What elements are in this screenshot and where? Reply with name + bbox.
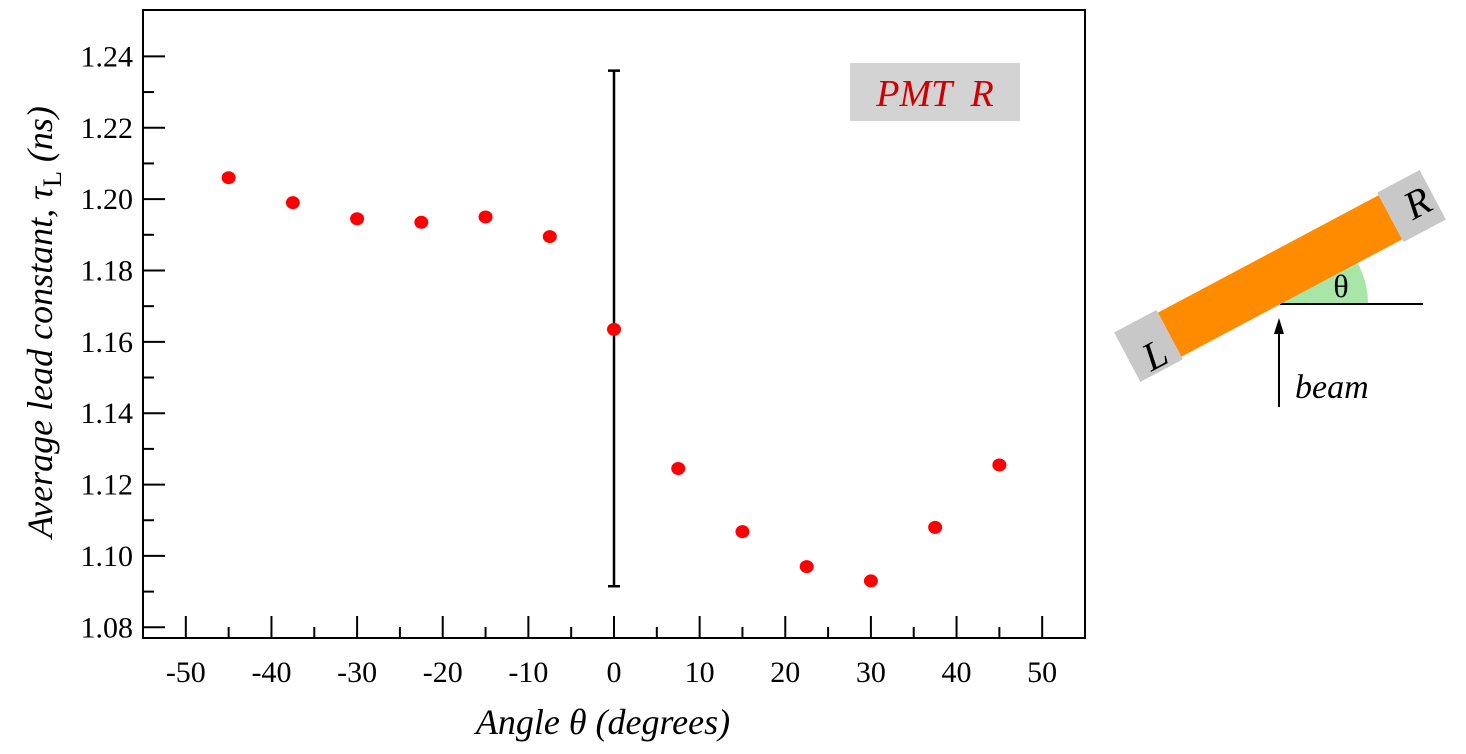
data-point <box>735 525 750 539</box>
y-tick-label: 1.20 <box>81 183 134 216</box>
legend-label: PMT R <box>875 73 994 115</box>
y-axis-tick-labels: 1.08 1.10 1.12 1.14 1.16 1.18 1.20 1.22 1.24 <box>81 40 134 644</box>
pmt-cap-right <box>1377 170 1446 243</box>
y-tick-label: 1.10 <box>81 540 134 573</box>
x-axis-ticks <box>184 616 1044 638</box>
pmt-cap-left <box>1114 309 1183 382</box>
data-point <box>478 210 493 224</box>
y-tick-label: 1.24 <box>81 40 134 73</box>
orientation-diagram: L R θ beam <box>1114 170 1446 407</box>
data-point <box>221 171 236 185</box>
x-tick-label: -10 <box>508 656 548 689</box>
data-point <box>285 196 300 210</box>
x-axis-tick-labels: -50 -40 -30 -20 -10 0 10 20 30 40 50 <box>166 656 1057 689</box>
beam-arrow-head <box>1274 318 1284 334</box>
data-point <box>607 322 621 336</box>
data-point <box>928 520 943 534</box>
y-axis-title-unit: (ns) <box>20 106 60 171</box>
data-points <box>221 171 1007 588</box>
data-point <box>863 574 878 588</box>
y-tick-label: 1.16 <box>81 326 134 359</box>
x-tick-label: 40 <box>942 656 972 689</box>
beam-label: beam <box>1295 369 1369 406</box>
data-point <box>671 462 686 476</box>
y-axis-title: Average lead constant, τL (ns) <box>20 106 67 540</box>
angle-label: θ <box>1333 268 1348 304</box>
x-tick-label: 10 <box>685 656 715 689</box>
x-tick-label: 30 <box>856 656 886 689</box>
y-tick-label: 1.18 <box>81 254 134 287</box>
x-tick-label: 0 <box>607 656 622 689</box>
y-tick-label: 1.22 <box>81 112 134 145</box>
x-axis-title: Angle θ (degrees) <box>474 702 730 742</box>
legend-box <box>850 63 1020 121</box>
y-tick-label: 1.12 <box>81 469 134 502</box>
x-tick-label: 50 <box>1027 656 1057 689</box>
y-tick-label: 1.08 <box>81 611 134 644</box>
data-point <box>542 230 557 244</box>
data-point <box>414 215 429 229</box>
y-axis-title-subscript: L <box>38 171 67 187</box>
y-axis-ticks <box>143 55 165 629</box>
data-point <box>350 212 365 226</box>
x-tick-label: -40 <box>251 656 291 689</box>
data-point <box>992 458 1007 472</box>
x-tick-label: -20 <box>423 656 463 689</box>
x-tick-label: 20 <box>770 656 800 689</box>
x-tick-label: -50 <box>166 656 206 689</box>
x-tick-label: -30 <box>337 656 377 689</box>
angle-wedge <box>1280 262 1368 304</box>
legend: PMT R <box>850 63 1020 121</box>
scintillator-bar <box>1157 195 1403 357</box>
y-tick-label: 1.14 <box>81 397 134 430</box>
data-point <box>799 560 814 574</box>
y-axis-title-main: Average lead constant, τ <box>20 186 60 540</box>
